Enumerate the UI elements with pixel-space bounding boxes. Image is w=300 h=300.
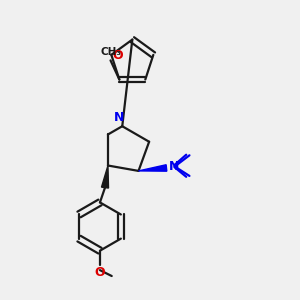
- Polygon shape: [101, 166, 109, 188]
- Text: N: N: [169, 160, 179, 173]
- Polygon shape: [139, 165, 167, 171]
- Text: O: O: [94, 266, 105, 279]
- Text: O: O: [112, 49, 123, 62]
- Text: CH₃: CH₃: [100, 46, 121, 57]
- Text: N: N: [113, 111, 124, 124]
